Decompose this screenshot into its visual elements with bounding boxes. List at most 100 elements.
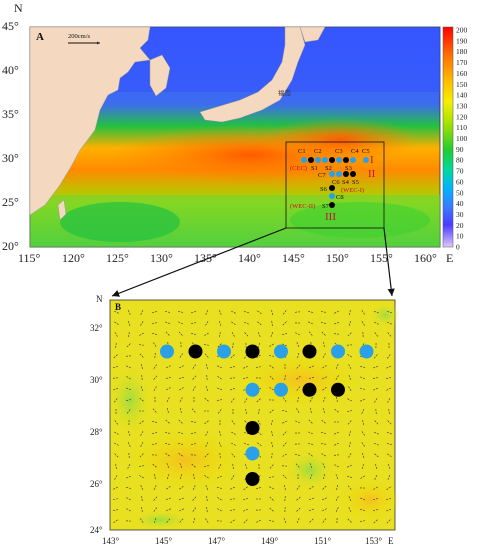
colorbar-tick-label: 180 xyxy=(456,47,468,56)
station-marker xyxy=(246,472,260,486)
a-e-label: E xyxy=(446,251,453,265)
a-lat-20: 20° xyxy=(2,239,19,253)
colorbar-tick-label: 30 xyxy=(456,210,464,219)
b-warm-3 xyxy=(340,480,400,520)
label-s2: S2 xyxy=(325,165,332,172)
colorbar-tick-label: 20 xyxy=(456,221,464,230)
colorbar-tick-label: 100 xyxy=(456,134,468,143)
station-c8 xyxy=(329,193,335,199)
colorbar-tick-label: 140 xyxy=(456,91,468,100)
station-marker xyxy=(246,345,260,359)
station-s7 xyxy=(329,202,335,208)
kuroshio-warm-band-2 xyxy=(260,118,420,162)
colorbar-tick-label: 70 xyxy=(456,167,464,176)
label-c4: C4 xyxy=(351,148,359,155)
a-lat-40: 40° xyxy=(2,63,19,77)
colorbar-tick-label: 110 xyxy=(456,123,467,132)
a-n-label: N xyxy=(14,1,23,15)
b-lon-143: 143° xyxy=(102,536,120,546)
label-s5: S5 xyxy=(352,179,359,186)
roman-i: I xyxy=(370,154,374,166)
label-s7: S7 xyxy=(322,203,330,210)
a-lat-30: 30° xyxy=(2,151,19,165)
station-marker xyxy=(189,345,203,359)
a-lon-120: 120° xyxy=(62,251,85,265)
panel-a-label: A xyxy=(36,31,44,43)
station-marker xyxy=(331,383,345,397)
station-marker xyxy=(246,421,260,435)
station-c3 xyxy=(336,157,342,163)
station-marker xyxy=(217,345,231,359)
a-lon-130: 130° xyxy=(150,251,173,265)
colorbar-tick-label: 0 xyxy=(456,243,460,252)
station-c1 xyxy=(301,157,307,163)
station-c6 xyxy=(336,171,342,177)
station-marker xyxy=(274,345,288,359)
label-wec2: (WEC-II) xyxy=(290,203,315,210)
panel-a: A 200cm/s 福岛 C1 C2 C3 C4 C5 xyxy=(2,1,468,265)
station-s1 xyxy=(308,157,314,163)
colorbar-tick-label: 150 xyxy=(456,80,468,89)
label-s3: S3 xyxy=(345,165,352,172)
b-green-2 xyxy=(285,450,335,490)
colorbar-tick-label: 170 xyxy=(456,58,468,67)
b-warm-1 xyxy=(130,430,240,490)
a-lon-115: 115° xyxy=(18,251,41,265)
colorbar-tick-label: 40 xyxy=(456,199,464,208)
label-c6: C6 xyxy=(332,179,340,186)
label-c3: C3 xyxy=(335,148,343,155)
scale-label: 200cm/s xyxy=(68,33,90,40)
station-marker xyxy=(360,345,374,359)
colorbar xyxy=(443,27,453,247)
label-c5: C5 xyxy=(362,148,370,155)
colorbar-ticks: 2001901801701601501401301201101009080706… xyxy=(456,26,468,252)
b-lon-153: 153° xyxy=(365,536,383,546)
colorbar-tick-label: 50 xyxy=(456,188,464,197)
roman-ii: II xyxy=(368,168,376,180)
colorbar-tick-label: 130 xyxy=(456,101,468,110)
place-label: 福岛 xyxy=(278,88,291,97)
station-marker xyxy=(331,345,345,359)
station-marker xyxy=(303,345,317,359)
a-lat-35: 35° xyxy=(2,107,19,121)
label-cec: (CEC) xyxy=(290,165,307,172)
colorbar-tick-label: 160 xyxy=(456,69,468,78)
b-lon-145: 145° xyxy=(155,536,173,546)
a-lon-145: 145° xyxy=(282,251,305,265)
a-lon-140: 140° xyxy=(238,251,261,265)
station-marker xyxy=(246,383,260,397)
colorbar-tick-label: 10 xyxy=(456,232,464,241)
b-green-3 xyxy=(370,303,400,327)
station-c4 xyxy=(350,157,356,163)
panel-b-label: B xyxy=(115,302,121,312)
station-c2 xyxy=(315,157,321,163)
station-c5 xyxy=(363,157,369,163)
label-c7: C7 xyxy=(318,172,326,179)
colorbar-tick-label: 120 xyxy=(456,112,468,121)
b-lon-149: 149° xyxy=(261,536,279,546)
green-patch-1 xyxy=(60,202,180,242)
b-n-label: N xyxy=(96,294,103,304)
label-c1: C1 xyxy=(298,148,306,155)
label-s4: S4 xyxy=(342,179,350,186)
a-lon-125: 125° xyxy=(106,251,129,265)
label-s1: S1 xyxy=(311,165,318,172)
a-lon-155: 155° xyxy=(370,251,393,265)
b-lat-32: 32° xyxy=(90,323,103,333)
b-lat-24: 24° xyxy=(90,525,103,535)
station-marker xyxy=(246,447,260,461)
a-lat-25: 25° xyxy=(2,195,19,209)
roman-iii: III xyxy=(325,211,336,223)
colorbar-tick-label: 190 xyxy=(456,36,468,45)
station-marker xyxy=(303,383,317,397)
b-green-4 xyxy=(130,510,190,530)
a-lat-45: 45° xyxy=(2,19,19,33)
station-marker xyxy=(274,383,288,397)
b-lat-28: 28° xyxy=(90,427,103,437)
label-c2: C2 xyxy=(314,148,322,155)
station-s2 xyxy=(329,157,335,163)
b-lon-147: 147° xyxy=(208,536,226,546)
panel-b: B N 32° 30° 28° 26° 24° 143° 145° 147° 1… xyxy=(90,294,400,546)
colorbar-tick-label: 200 xyxy=(456,26,468,35)
